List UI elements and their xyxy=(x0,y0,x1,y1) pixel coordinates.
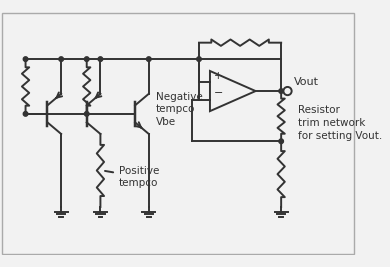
Text: −: − xyxy=(214,88,223,98)
Circle shape xyxy=(197,57,201,61)
Circle shape xyxy=(85,57,89,61)
Text: Negative
tempco
Vbe: Negative tempco Vbe xyxy=(156,92,203,127)
Circle shape xyxy=(279,139,284,144)
Text: Positive
tempco: Positive tempco xyxy=(105,166,159,187)
Circle shape xyxy=(85,112,89,116)
Circle shape xyxy=(59,57,64,61)
Text: +: + xyxy=(214,71,222,81)
Circle shape xyxy=(23,57,28,61)
Text: Resistor
trim network
for setting Vout.: Resistor trim network for setting Vout. xyxy=(298,105,382,141)
Circle shape xyxy=(98,57,103,61)
Circle shape xyxy=(23,112,28,116)
Circle shape xyxy=(284,87,292,95)
Text: Vout: Vout xyxy=(294,77,319,87)
Circle shape xyxy=(147,57,151,61)
Circle shape xyxy=(279,89,284,93)
